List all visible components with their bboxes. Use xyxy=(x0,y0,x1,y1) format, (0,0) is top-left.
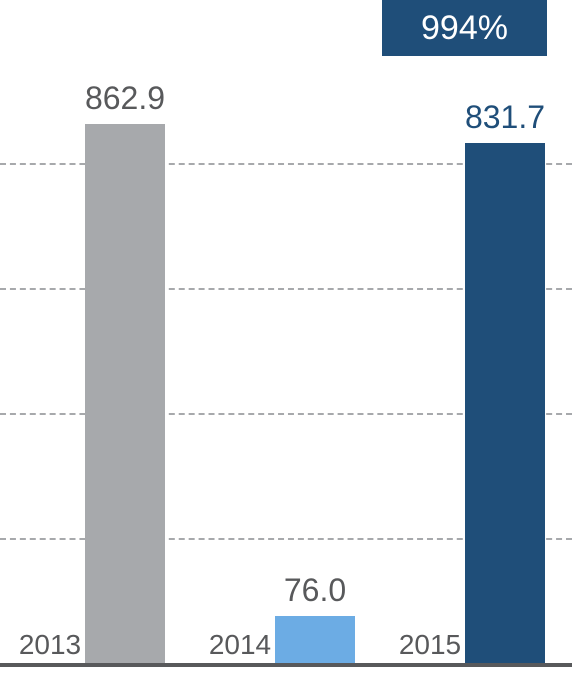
bar-2015 xyxy=(465,143,545,663)
bar-chart: 862.9 76.0 831.7 2013 2014 2015 994% xyxy=(0,0,572,684)
bar-2013 xyxy=(85,124,165,663)
value-label-2014: 76.0 xyxy=(245,572,385,609)
x-label-2013: 2013 xyxy=(15,629,85,661)
x-label-2014: 2014 xyxy=(205,629,275,661)
x-label-2015: 2015 xyxy=(395,629,465,661)
x-axis-baseline xyxy=(0,663,572,667)
value-label-2013: 862.9 xyxy=(55,80,195,117)
value-label-2015: 831.7 xyxy=(435,99,572,136)
percent-badge: 994% xyxy=(382,0,547,56)
bar-2014 xyxy=(275,616,355,664)
